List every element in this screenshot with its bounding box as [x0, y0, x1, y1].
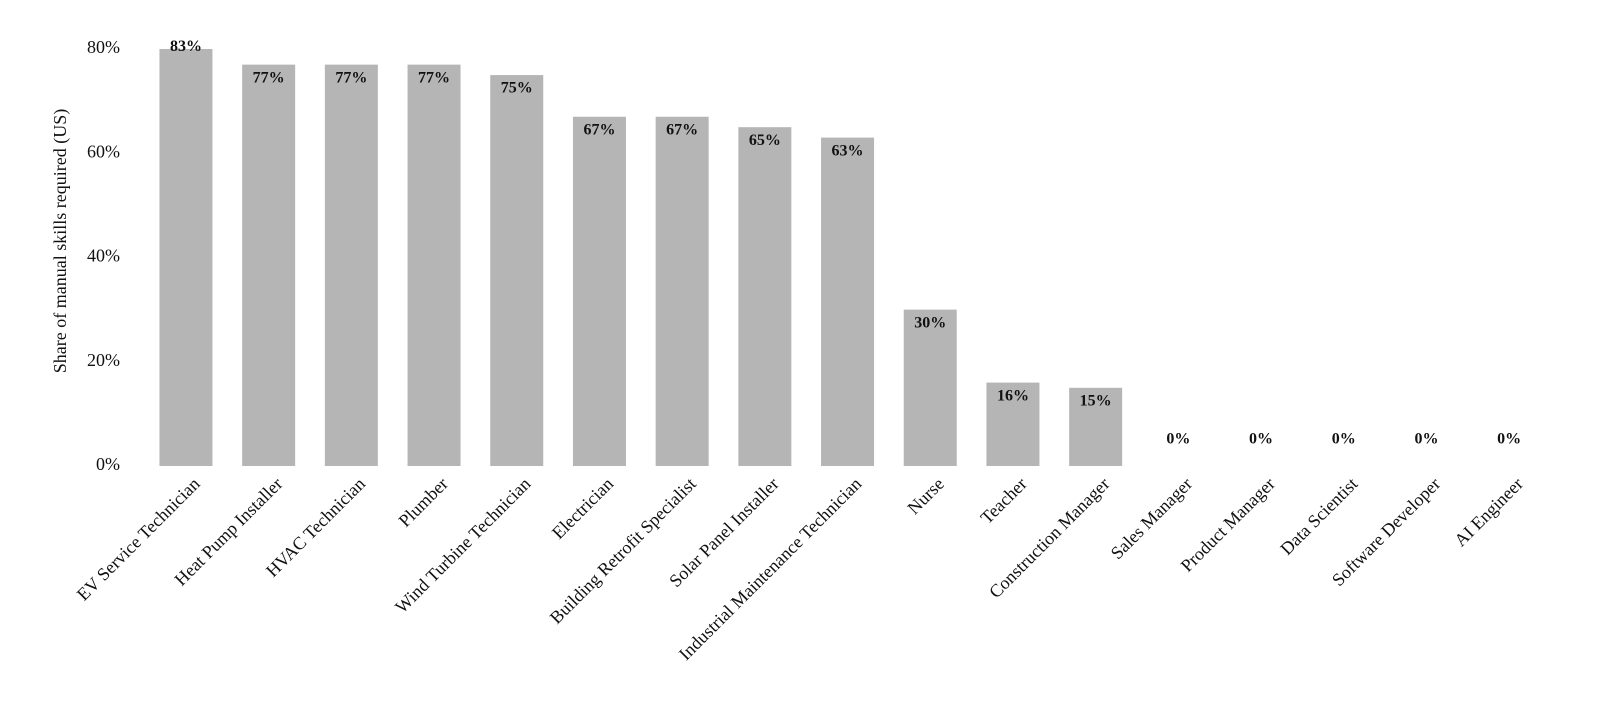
value-label: 0%	[1249, 431, 1273, 448]
bar	[986, 382, 1040, 466]
bar	[903, 309, 957, 466]
bar	[572, 116, 626, 466]
value-label: 83%	[170, 38, 202, 55]
value-label: 30%	[914, 314, 946, 331]
value-label: 77%	[253, 69, 285, 86]
x-tick-label: Building Retrofit Specialist	[546, 474, 700, 628]
bar	[1069, 387, 1123, 466]
x-tick-label: Nurse	[903, 474, 948, 519]
bar	[821, 137, 875, 467]
bar	[159, 49, 213, 467]
value-label: 67%	[666, 121, 698, 138]
value-label: 16%	[997, 387, 1029, 404]
x-tick-label: Wind Turbine Technician	[391, 474, 534, 617]
x-tick-label: Industrial Maintenance Technician	[675, 474, 865, 664]
y-tick-label: 20%	[87, 350, 120, 370]
x-tick-label: Plumber	[395, 474, 452, 531]
value-label: 77%	[418, 69, 450, 86]
bar	[738, 127, 792, 466]
value-label: 15%	[1080, 392, 1112, 409]
value-label: 63%	[832, 142, 864, 159]
y-axis-label: Share of manual skills required (US)	[50, 109, 71, 373]
y-tick-label: 60%	[87, 141, 120, 161]
value-label: 0%	[1332, 431, 1356, 448]
value-label: 77%	[335, 69, 367, 86]
value-label: 75%	[501, 80, 533, 97]
value-label: 67%	[583, 121, 615, 138]
y-tick-label: 0%	[96, 454, 120, 474]
bar	[490, 75, 544, 466]
bar	[407, 64, 461, 466]
bar	[242, 64, 296, 466]
x-tick-label: Data Scientist	[1276, 474, 1361, 559]
value-label: 0%	[1414, 431, 1438, 448]
value-label: 65%	[749, 132, 781, 149]
x-tick-label: Electrician	[548, 474, 617, 543]
x-tick-label: Sales Manager	[1107, 474, 1196, 563]
y-tick-label: 80%	[87, 37, 120, 57]
value-label: 0%	[1166, 431, 1190, 448]
x-tick-label: Teacher	[976, 474, 1030, 528]
bar	[655, 116, 709, 466]
bar	[324, 64, 378, 466]
x-tick-label: AI Engineer	[1450, 474, 1527, 551]
y-tick-label: 40%	[87, 246, 120, 266]
value-label: 0%	[1497, 431, 1521, 448]
